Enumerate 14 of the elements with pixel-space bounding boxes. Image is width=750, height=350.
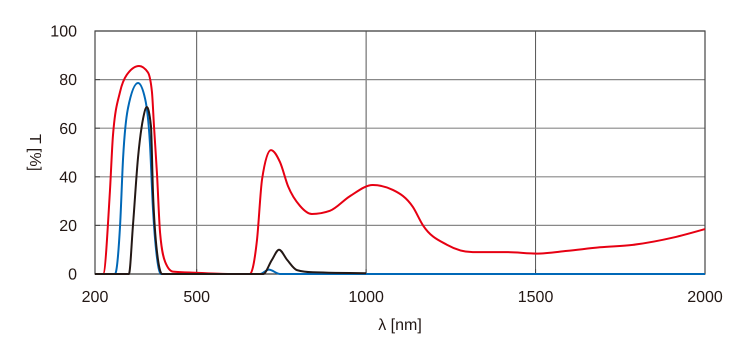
line-series — [94, 106, 368, 275]
x-tick-label: 200 — [82, 289, 108, 306]
y-tick-label: 40 — [59, 169, 78, 186]
x-tick-label: 1000 — [348, 289, 384, 306]
x-tick-label: 2000 — [687, 289, 723, 306]
y-tick-label: 0 — [68, 266, 78, 284]
x-tick-label: 1500 — [518, 289, 554, 306]
y-tick-label: 20 — [59, 218, 78, 235]
y-axis-title: T [%] — [26, 134, 43, 172]
y-tick-label: 100 — [50, 24, 78, 41]
y-tick-label: 60 — [59, 120, 78, 138]
y-tick-label: 80 — [59, 72, 78, 90]
x-tick-label: 500 — [183, 289, 210, 306]
x-axis-title: λ [nm] — [378, 317, 422, 334]
